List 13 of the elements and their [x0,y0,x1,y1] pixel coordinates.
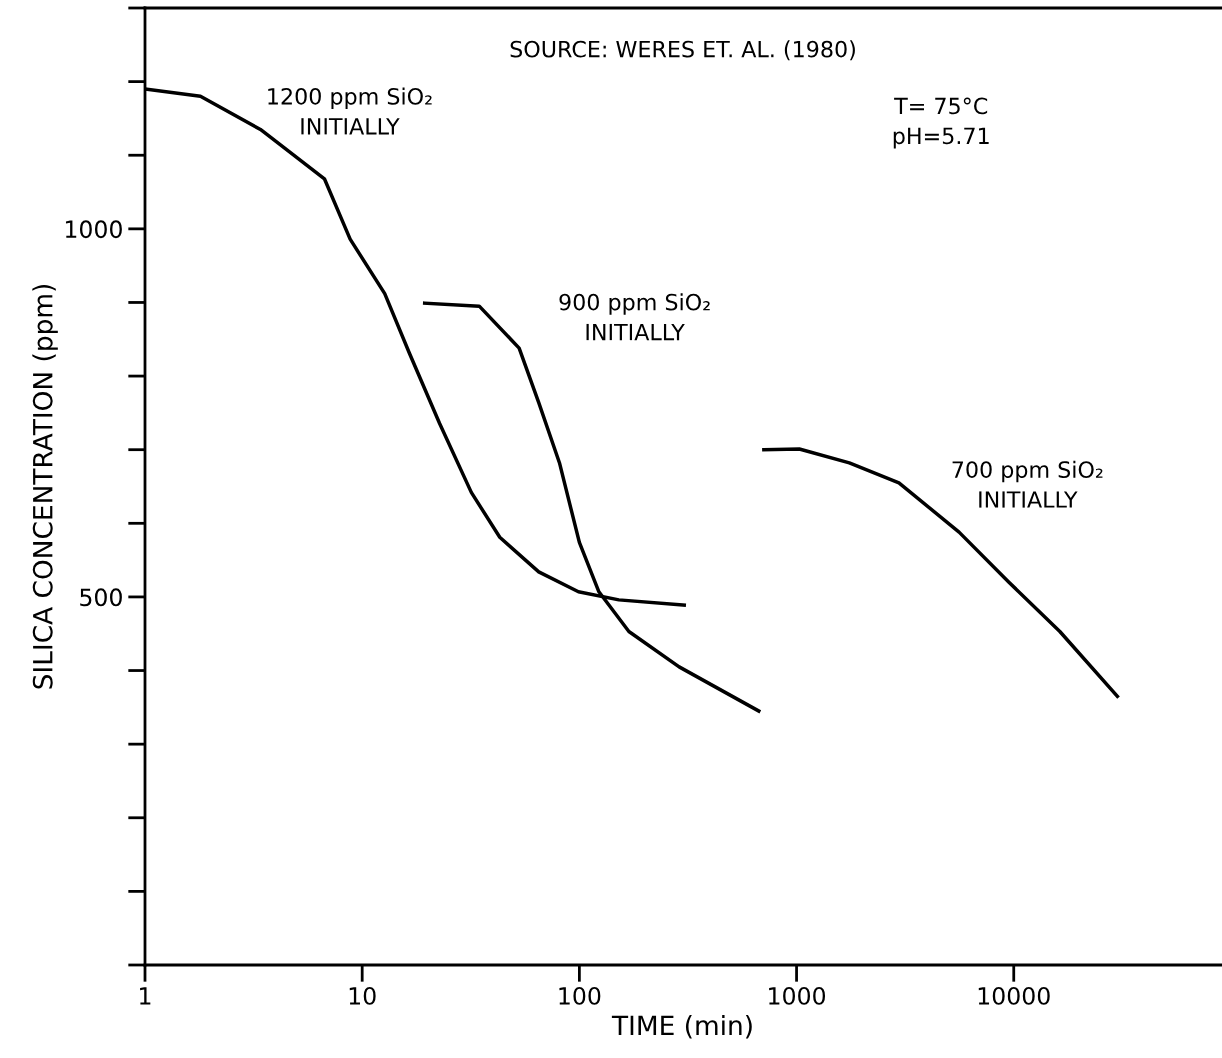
annotation: SOURCE: WERES ET. AL. (1980) [510,40,855,61]
x-tick-label: 10000 [978,986,1050,1005]
y-tick-label: 500 [80,588,122,607]
annotation: T= 75°C pH=5.71 [893,97,989,149]
annotation: 900 ppm SiO₂ INITIALLY [559,293,710,341]
x-tick-label: 1 [140,987,151,1005]
x-tick-label: 10 [349,986,376,1005]
x-tick-label: 1000 [769,986,826,1005]
y-axis-title: SILICA CONCENTRATION (ppm) [32,284,58,689]
x-axis-title: TIME (min) [611,1014,752,1039]
annotation: 1200 ppm SiO₂ INITIALLY [268,87,432,135]
annotation: 700 ppm SiO₂ INITIALLY [952,460,1103,508]
x-tick-label: 100 [559,986,601,1005]
